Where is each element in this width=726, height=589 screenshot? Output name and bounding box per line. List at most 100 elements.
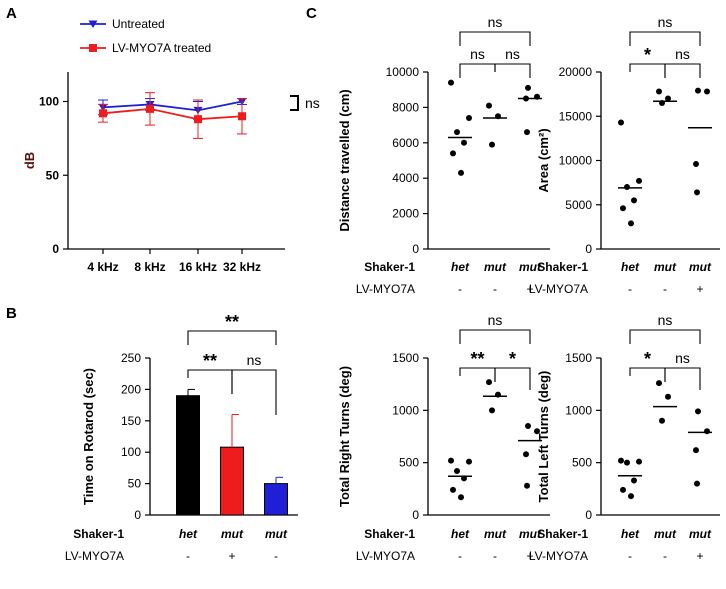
- treatment-value: -: [274, 549, 278, 563]
- data-point-square: [238, 112, 246, 121]
- comparison-bracket: [459, 31, 531, 46]
- data-point: [620, 486, 626, 493]
- comparison-label: ns: [488, 14, 503, 30]
- data-point: [620, 205, 626, 212]
- genotype-label: het: [621, 527, 640, 541]
- y-tick-label: 0: [52, 242, 59, 256]
- y-tick-label: 100: [121, 445, 141, 459]
- data-point: [489, 141, 495, 148]
- data-point: [624, 184, 630, 191]
- data-point: [458, 494, 464, 501]
- treatment-value: -: [663, 282, 667, 296]
- comparison-label: **: [203, 351, 217, 371]
- comparison-label: *: [644, 45, 651, 65]
- genotype-label: het: [451, 527, 470, 541]
- data-point: [618, 457, 624, 464]
- shaker-row-label: Shaker-1: [364, 260, 415, 274]
- data-point: [525, 423, 531, 430]
- y-tick-label: 0: [585, 508, 592, 522]
- treatment-row-label: LV-MYO7A: [65, 549, 124, 563]
- y-tick-label: 10000: [559, 154, 593, 168]
- comparison-bracket: [459, 329, 531, 344]
- data-point: [631, 477, 637, 484]
- y-tick-label: 500: [572, 456, 592, 470]
- genotype-label: mut: [484, 260, 507, 274]
- comparison-label: ns: [675, 46, 690, 62]
- treatment-row-label: LV-MYO7A: [356, 549, 415, 563]
- y-tick-label: 8000: [392, 100, 419, 114]
- legend-label: LV-MYO7A treated: [112, 41, 211, 55]
- comparison-label: *: [644, 349, 651, 369]
- data-point: [466, 115, 472, 122]
- data-point: [466, 458, 472, 465]
- treatment-value: +: [696, 549, 703, 563]
- shaker-row-label: Shaker-1: [537, 260, 588, 274]
- genotype-label: mut: [519, 260, 542, 274]
- y-axis-label: Time on Rotarod (sec): [81, 368, 96, 505]
- treatment-value: -: [663, 549, 667, 563]
- series-line: [102, 107, 243, 121]
- genotype-label: mut: [265, 527, 288, 541]
- comparison-bracket: [459, 63, 496, 78]
- hearing-threshold-chart: 0 50 100 4 kHz 8 kHz 16 kHz 32 kHz dB Untreated L…: [22, 17, 320, 274]
- comparison-label: ns: [505, 46, 520, 62]
- genotype-label: mut: [689, 527, 712, 541]
- data-point: [525, 84, 531, 91]
- comparison-bracket: [231, 369, 277, 415]
- data-point-square: [194, 115, 202, 124]
- genotype-label: mut: [689, 260, 712, 274]
- genotype-label: mut: [519, 527, 542, 541]
- genotype-label: het: [451, 260, 470, 274]
- genotype-label: mut: [221, 527, 244, 541]
- comparison-label: **: [470, 349, 484, 369]
- y-tick-label: 50: [46, 168, 60, 182]
- data-point: [694, 189, 700, 196]
- treatment-value: -: [458, 282, 462, 296]
- shaker-row-label: Shaker-1: [537, 527, 588, 541]
- treatment-value: +: [526, 282, 533, 296]
- bar: [220, 446, 244, 516]
- treatment-value: -: [628, 549, 632, 563]
- data-point: [524, 129, 530, 136]
- genotype-label: mut: [654, 527, 677, 541]
- panel-label-b: B: [6, 305, 17, 322]
- y-tick-label: 1500: [565, 351, 592, 365]
- bar: [176, 395, 200, 516]
- data-point: [665, 95, 671, 102]
- y-tick-label: 250: [121, 351, 141, 365]
- treatment-row-label: LV-MYO7A: [356, 282, 415, 296]
- comparison-bracket: [494, 367, 531, 390]
- comparison-label: ns: [658, 312, 673, 328]
- comparison-bracket: [664, 63, 701, 78]
- y-tick-label: 5000: [565, 198, 592, 212]
- treatment-row-label: LV-MYO7A: [529, 282, 588, 296]
- y-axis-label: Total Right Turns (deg): [337, 366, 352, 507]
- treatment-value: -: [493, 549, 497, 563]
- x-tick-label: 8 kHz: [134, 260, 165, 274]
- data-point: [624, 459, 630, 466]
- data-point: [448, 79, 454, 86]
- treatment-value: -: [628, 282, 632, 296]
- panel-label-a: A: [6, 5, 17, 22]
- comparison-bracket: [629, 31, 701, 46]
- data-point: [704, 428, 710, 435]
- genotype-label: het: [621, 260, 640, 274]
- y-tick-label: 1000: [392, 403, 419, 417]
- x-tick-label: 16 kHz: [179, 260, 217, 274]
- treatment-value: +: [228, 549, 235, 563]
- y-axis-label: Area (cm²): [536, 128, 551, 192]
- data-point: [704, 88, 710, 95]
- y-tick-label: 100: [39, 95, 59, 109]
- data-point: [618, 119, 624, 126]
- y-tick-label: 15000: [559, 109, 593, 123]
- data-point: [628, 493, 634, 500]
- data-point: [628, 220, 634, 227]
- data-point: [450, 486, 456, 493]
- comparison-label: ns: [658, 14, 673, 30]
- data-point: [695, 408, 701, 415]
- comparison-bracket: [187, 369, 233, 394]
- data-point: [656, 88, 662, 95]
- y-tick-label: 0: [412, 242, 419, 256]
